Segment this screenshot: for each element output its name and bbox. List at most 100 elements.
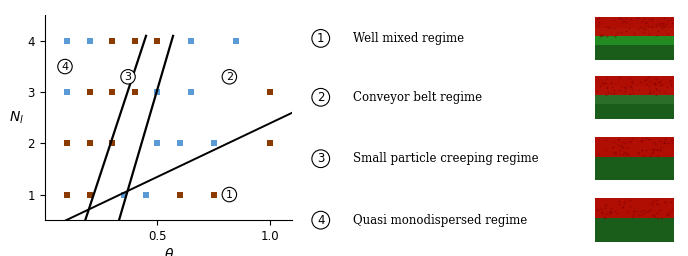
- Point: [627, 80, 638, 84]
- Point: [605, 206, 616, 210]
- Point: [610, 34, 621, 38]
- Point: [626, 79, 637, 83]
- Point: [650, 198, 661, 202]
- Point: [611, 151, 622, 155]
- Point: [616, 145, 627, 149]
- Point: [628, 209, 639, 213]
- Point: [621, 152, 632, 156]
- Point: [645, 154, 656, 158]
- Point: [636, 139, 647, 143]
- Point: [608, 88, 619, 92]
- Point: [652, 211, 663, 216]
- Point: [652, 80, 663, 84]
- Point: [658, 140, 669, 144]
- Point: [637, 148, 648, 152]
- FancyBboxPatch shape: [595, 137, 674, 180]
- Point: [605, 210, 616, 214]
- Point: [601, 86, 612, 90]
- Point: [654, 79, 665, 83]
- Point: [592, 207, 603, 211]
- FancyBboxPatch shape: [595, 27, 674, 45]
- Point: [608, 209, 619, 214]
- Point: [627, 91, 638, 95]
- Text: Conveyor belt regime: Conveyor belt regime: [353, 91, 482, 104]
- Point: [614, 16, 625, 20]
- Text: 2: 2: [317, 91, 325, 104]
- Point: [652, 202, 663, 206]
- Point: [643, 209, 654, 213]
- Point: [599, 216, 610, 220]
- Point: [625, 198, 636, 202]
- Point: [645, 88, 656, 92]
- Point: [594, 84, 605, 89]
- Point: [651, 87, 662, 91]
- Point: [636, 19, 647, 23]
- Point: [647, 199, 658, 203]
- FancyBboxPatch shape: [595, 86, 674, 104]
- Point: [641, 20, 652, 25]
- Point: [616, 143, 627, 147]
- Point: [667, 141, 678, 145]
- Point: [621, 20, 632, 25]
- Point: [631, 16, 642, 20]
- Point: [654, 208, 665, 212]
- Point: [648, 140, 659, 144]
- Point: [652, 154, 663, 158]
- Point: [615, 148, 626, 152]
- Point: [619, 86, 630, 90]
- Point: [616, 30, 627, 34]
- Point: [608, 151, 619, 155]
- Point: [642, 24, 653, 28]
- Point: [623, 152, 634, 156]
- Point: [647, 17, 658, 21]
- Point: [663, 32, 674, 36]
- Point: [652, 216, 663, 220]
- Point: [601, 203, 612, 207]
- Point: [628, 31, 639, 36]
- X-axis label: θ: θ: [164, 248, 173, 256]
- Point: [656, 145, 667, 149]
- Point: [627, 212, 638, 216]
- Point: [640, 77, 651, 81]
- Point: [649, 83, 660, 87]
- Point: [634, 25, 645, 29]
- FancyBboxPatch shape: [595, 17, 674, 60]
- Point: [608, 91, 619, 95]
- Point: [600, 81, 611, 86]
- Point: [655, 148, 666, 153]
- Point: [643, 136, 654, 141]
- Point: [640, 210, 651, 214]
- Point: [609, 18, 620, 23]
- Point: [660, 141, 671, 145]
- Point: [641, 19, 652, 24]
- Point: [646, 202, 657, 207]
- Text: 3: 3: [317, 152, 325, 165]
- Point: [603, 25, 614, 29]
- Point: [653, 23, 664, 27]
- Point: [638, 17, 649, 21]
- Point: [641, 148, 652, 152]
- Text: 4: 4: [317, 214, 325, 227]
- FancyBboxPatch shape: [595, 198, 674, 242]
- Point: [596, 34, 607, 38]
- Point: [603, 211, 614, 215]
- Point: [615, 16, 626, 20]
- Point: [625, 85, 636, 89]
- Point: [647, 150, 658, 154]
- Point: [599, 215, 610, 219]
- Point: [659, 137, 670, 141]
- Point: [616, 85, 627, 89]
- Point: [601, 25, 612, 29]
- Point: [662, 17, 673, 22]
- Text: 1: 1: [226, 189, 233, 200]
- Point: [596, 81, 607, 85]
- Point: [618, 205, 629, 209]
- Point: [608, 144, 619, 148]
- Point: [625, 92, 636, 96]
- Point: [649, 142, 660, 146]
- Point: [649, 146, 660, 151]
- Point: [627, 136, 638, 140]
- Point: [650, 93, 661, 97]
- Point: [652, 147, 663, 151]
- Point: [606, 84, 617, 89]
